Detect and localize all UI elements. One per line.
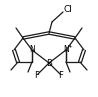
Text: F: F	[35, 71, 39, 80]
Text: N: N	[29, 45, 35, 55]
Text: Cl: Cl	[64, 6, 72, 14]
Text: B: B	[46, 58, 52, 68]
Text: N: N	[63, 45, 69, 55]
Text: F: F	[59, 71, 63, 80]
Text: +: +	[68, 45, 72, 49]
